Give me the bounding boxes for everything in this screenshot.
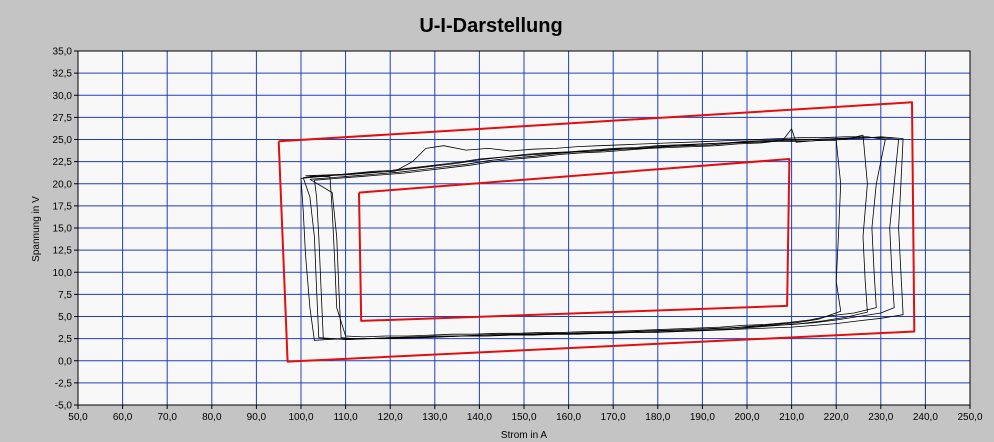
chart-title: U-I-Darstellung [419, 15, 562, 37]
x-tick-label: 100,0 [288, 412, 313, 423]
x-tick-label: 50,0 [68, 412, 88, 423]
x-tick-label: 160,0 [556, 412, 581, 423]
x-tick-label: 110,0 [333, 412, 358, 423]
y-tick-label: 25,0 [53, 135, 73, 146]
y-tick-label: 15,0 [53, 224, 73, 235]
y-axis-label: Spannung in V [31, 196, 42, 262]
x-tick-label: 150,0 [511, 412, 536, 423]
measurement-loop-line [305, 136, 886, 338]
x-tick-label: 240,0 [913, 412, 938, 423]
x-tick-label: 200,0 [734, 412, 759, 423]
outer-limit-line [277, 101, 916, 363]
y-tick-label: -5,0 [55, 401, 73, 412]
y-tick-label: 2,5 [58, 334, 72, 345]
y-tick-label: 17,5 [53, 201, 73, 212]
y-tick-label: 7,5 [58, 290, 72, 301]
x-tick-label: 120,0 [378, 412, 403, 423]
x-tick-label: 60,0 [113, 412, 133, 423]
y-tick-label: 12,5 [53, 246, 73, 257]
tick-labels: 50,0 60,0 70,0 80,0 90,0 100,0 110,0 120,0 130,0… [53, 47, 983, 424]
y-tick-label: 22,5 [53, 157, 73, 168]
x-tick-label: 210,0 [779, 412, 804, 423]
x-tick-label: 180,0 [645, 412, 670, 423]
x-tick-label: 80,0 [202, 412, 222, 423]
y-tick-label: 0,0 [58, 356, 72, 367]
measurement-loop-line [302, 136, 904, 340]
x-axis-label: Strom in A [501, 430, 547, 441]
y-tick-label: 32,5 [53, 69, 73, 80]
x-tick-label: 250,0 [957, 412, 982, 423]
grid-lines [77, 50, 971, 406]
y-tick-label: 10,0 [53, 268, 73, 279]
x-tick-label: 220,0 [824, 412, 849, 423]
y-tick-label: 5,0 [58, 312, 72, 323]
x-tick-label: 130,0 [422, 412, 447, 423]
x-tick-label: 190,0 [690, 412, 715, 423]
measurement-loop-line [300, 137, 899, 341]
x-tick-label: 70,0 [157, 412, 177, 423]
y-tick-label: 27,5 [53, 113, 73, 124]
inner-limit-line [358, 158, 791, 322]
series-group [277, 101, 916, 363]
x-tick-label: 170,0 [601, 412, 626, 423]
y-tick-label: 35,0 [53, 47, 73, 58]
y-tick-label: -2,5 [55, 378, 73, 389]
y-tick-label: 20,0 [53, 179, 73, 190]
x-tick-label: 90,0 [247, 412, 267, 423]
x-tick-label: 140,0 [467, 412, 492, 423]
x-tick-label: 230,0 [868, 412, 893, 423]
y-tick-label: 30,0 [53, 91, 73, 102]
